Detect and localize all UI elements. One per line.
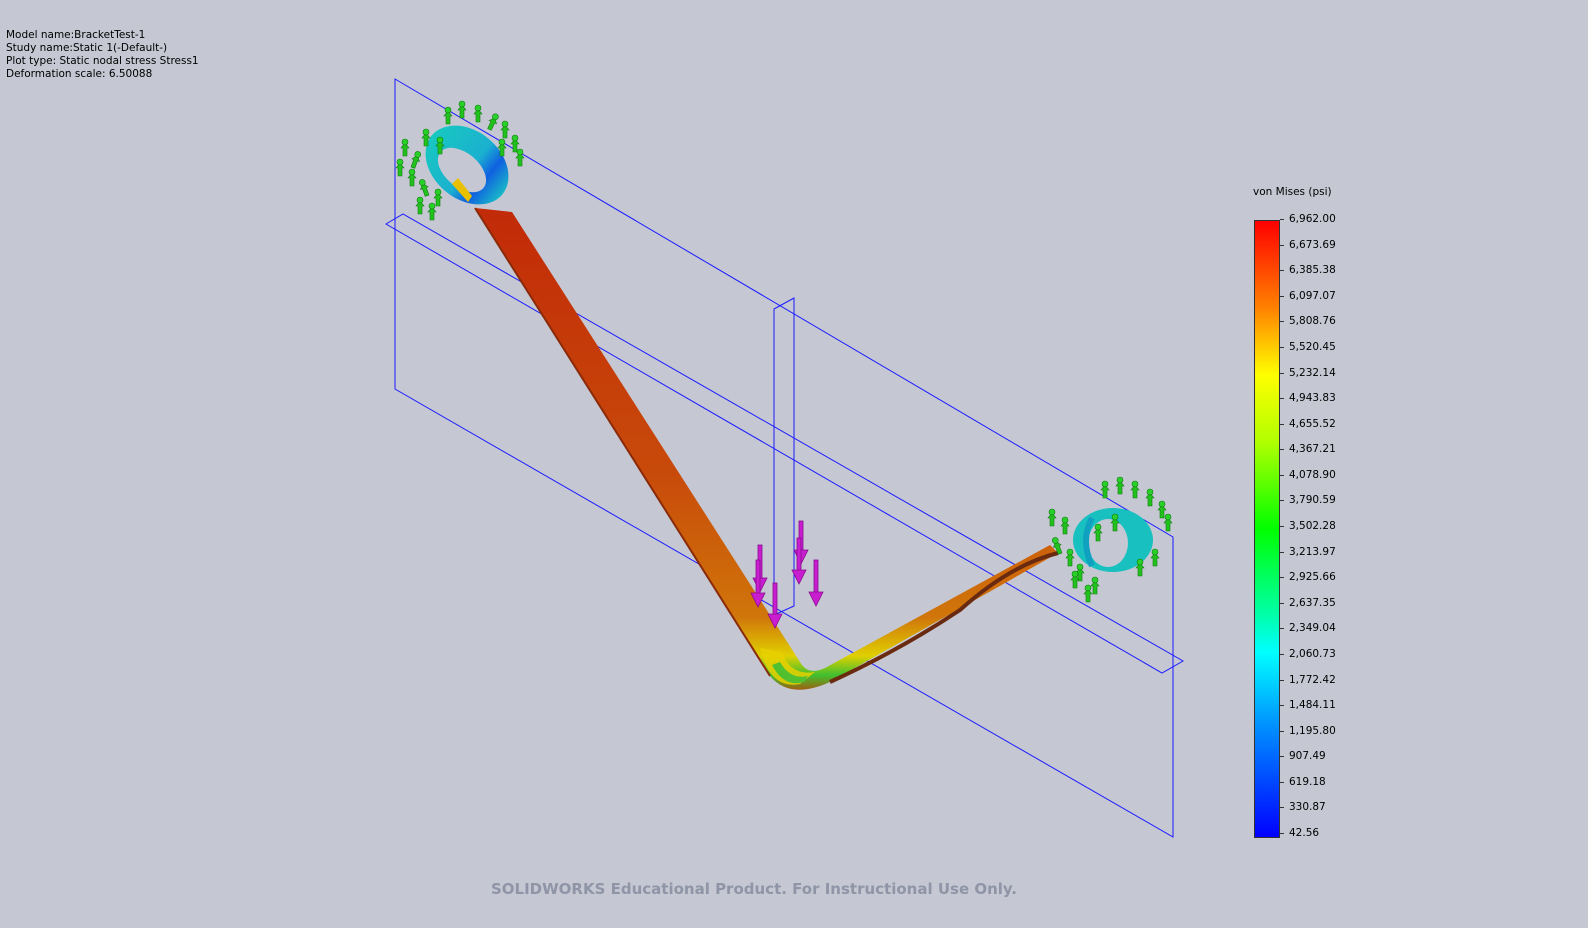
- legend-tick-mark: [1280, 628, 1284, 630]
- legend-value-label: 6,673.69: [1289, 238, 1336, 251]
- deformation-scale-text: Deformation scale: 6.50088: [6, 68, 153, 80]
- legend-tick-mark: [1280, 705, 1284, 707]
- legend-tick-mark: [1280, 270, 1284, 272]
- legend-tick-mark: [1280, 500, 1284, 502]
- legend-value-label: 6,097.07: [1289, 289, 1336, 302]
- legend-value-label: 4,078.90: [1289, 468, 1336, 481]
- plane-outline-3: [773, 297, 795, 616]
- legend-value-label: 2,925.66: [1289, 571, 1336, 584]
- legend-value-label: 907.49: [1289, 750, 1326, 763]
- legend-value-label: 3,502.28: [1289, 520, 1336, 532]
- educational-watermark: SOLIDWORKS Educational Product. For Inst…: [490, 880, 1018, 898]
- legend-value-label: 5,520.45: [1289, 340, 1336, 353]
- legend-tick-mark: [1280, 346, 1284, 348]
- legend-tick-mark: [1280, 474, 1284, 476]
- study-info-panel: Model name:BracketTest-1 Study name:Stat…: [6, 29, 199, 81]
- reference-planes: [385, 78, 1185, 838]
- legend-value-label: 3,213.97: [1289, 545, 1336, 558]
- plane-outline-1: [394, 78, 1174, 838]
- legend-tick-mark: [1280, 756, 1284, 758]
- legend-tick-mark: [1280, 321, 1284, 323]
- model-name-text: Model name:BracketTest-1: [6, 29, 146, 41]
- legend-tick-mark: [1280, 551, 1284, 553]
- legend-value-label: 330.87: [1289, 801, 1326, 814]
- legend-tick-mark: [1280, 833, 1284, 834]
- legend-value-label: 5,232.14: [1289, 366, 1336, 379]
- legend-value-label: 3,790.59: [1289, 494, 1336, 507]
- bracket-bend: [760, 648, 815, 685]
- legend-value-label: 4,367.21: [1289, 443, 1336, 456]
- load-arrows[interactable]: [750, 520, 824, 629]
- legend-value-label: 2,637.35: [1289, 596, 1336, 609]
- legend-tick-mark: [1280, 372, 1284, 374]
- legend-value-label: 42.56: [1289, 827, 1320, 839]
- legend-value-label: 619.18: [1289, 775, 1326, 788]
- bracket-model[interactable]: [410, 109, 1153, 690]
- legend-tick-mark: [1280, 526, 1284, 527]
- load-arrow[interactable]: [750, 559, 766, 608]
- legend-tick-mark: [1280, 423, 1284, 425]
- ring-top-left-stress: [452, 178, 472, 202]
- plane-outline-2: [385, 213, 1185, 674]
- load-arrow[interactable]: [767, 582, 783, 629]
- bracket-bend-green: [772, 662, 808, 684]
- legend-tick-mark: [1280, 730, 1284, 732]
- legend-tick-mark: [1280, 781, 1284, 783]
- legend-value-label: 1,195.80: [1289, 724, 1336, 737]
- bracket-arm-edge: [474, 207, 771, 677]
- legend-value-label: 5,808.76: [1289, 315, 1336, 328]
- ring-bottom-right-band: [1083, 516, 1095, 568]
- legend-tick-mark: [1280, 219, 1284, 220]
- load-arrow[interactable]: [808, 559, 824, 607]
- legend-value-label: 1,772.42: [1289, 673, 1336, 686]
- ring-top-left-hole: [437, 147, 487, 193]
- legend-tick-mark: [1280, 577, 1284, 579]
- legend-tick-mark: [1280, 398, 1284, 400]
- legend-tick-mark: [1280, 295, 1284, 297]
- legend-title: von Mises (psi): [1253, 186, 1332, 198]
- study-name-text: Study name:Static 1(-Default-): [6, 42, 168, 54]
- bracket-short-arm-shade: [829, 551, 1059, 684]
- load-arrow[interactable]: [791, 537, 807, 585]
- legend-value-label: 1,484.11: [1289, 699, 1336, 712]
- bracket-long-arm: [475, 208, 1058, 690]
- legend-value-label: 2,060.73: [1289, 647, 1336, 660]
- legend-tick-mark: [1280, 244, 1284, 246]
- legend-tick-mark: [1280, 807, 1284, 809]
- legend-tick-mark: [1280, 679, 1284, 681]
- plot-type-text: Plot type: Static nodal stress Stress1: [6, 55, 199, 67]
- legend-value-label: 6,385.38: [1289, 264, 1336, 277]
- legend-tick-mark: [1280, 449, 1284, 451]
- legend-value-label: 4,943.83: [1289, 392, 1336, 405]
- legend-value-label: 4,655.52: [1289, 417, 1336, 430]
- legend-value-label: 2,349.04: [1289, 622, 1336, 635]
- legend-value-label: 6,962.00: [1289, 213, 1336, 225]
- legend-tick-mark: [1280, 602, 1284, 604]
- ring-bottom-right-hole: [1088, 519, 1128, 567]
- legend-tick-mark: [1280, 653, 1284, 655]
- stress-colorbar[interactable]: [1254, 220, 1280, 838]
